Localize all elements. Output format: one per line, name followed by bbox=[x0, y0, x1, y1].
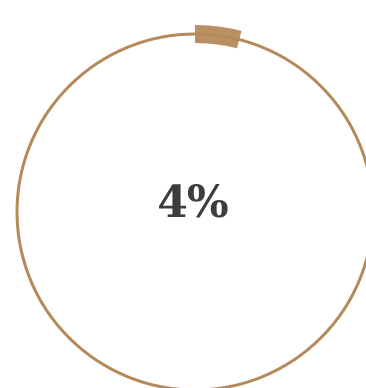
progress-arc bbox=[194, 25, 242, 49]
progress-percent-label: 4% bbox=[157, 177, 228, 228]
